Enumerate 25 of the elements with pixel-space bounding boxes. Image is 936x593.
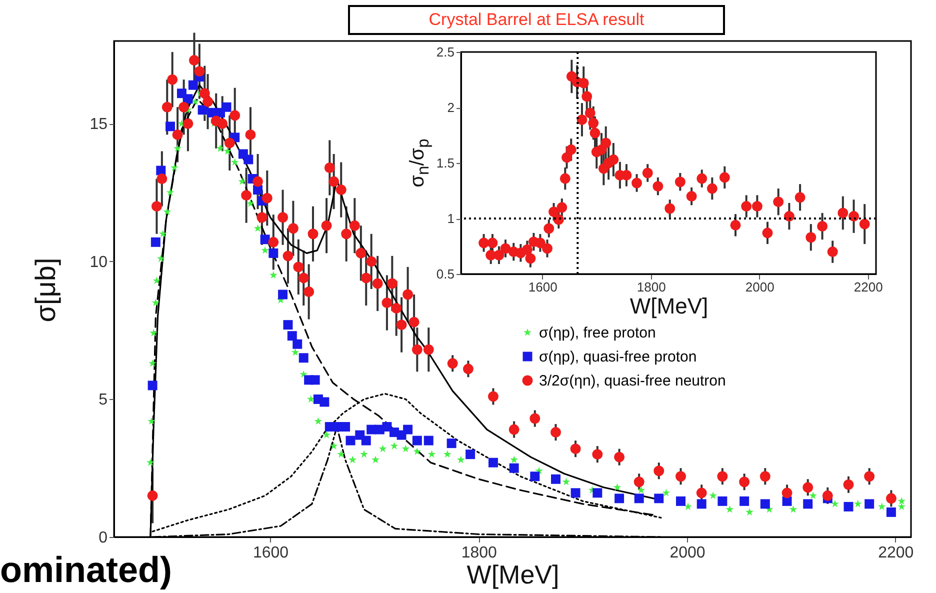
y-axis-title: σ[μb] bbox=[30, 258, 62, 322]
y-tick-label: 15 bbox=[90, 116, 108, 134]
x-tick-label: 1800 bbox=[461, 544, 498, 562]
x-axis-title: W[MeV] bbox=[630, 294, 708, 318]
y-tick-label: 0.5 bbox=[436, 266, 454, 282]
legend-label: 3/2σ(ηn), quasi-free neutron bbox=[539, 372, 726, 390]
x-tick-label: 1600 bbox=[528, 280, 558, 294]
x-tick-label: 1800 bbox=[636, 280, 666, 294]
chart-title: Crystal Barrel at ELSA result bbox=[348, 5, 725, 35]
x-tick-label: 1600 bbox=[252, 544, 289, 562]
text: ominated) bbox=[0, 549, 172, 591]
y-tick-label: 2 bbox=[447, 100, 454, 115]
x-tick-label: 2000 bbox=[745, 280, 774, 294]
legend-label: σ(ηp), free proton bbox=[539, 324, 656, 342]
y-tick-label: 1 bbox=[447, 211, 454, 226]
y-tick-label: 10 bbox=[90, 254, 108, 271]
legend-label: σ(ηp), quasi-free proton bbox=[539, 348, 697, 366]
y-tick-label: 0 bbox=[98, 530, 108, 546]
y-tick-label: 2.5 bbox=[436, 44, 454, 60]
x-tick-label: 2200 bbox=[854, 280, 883, 294]
y-tick-label: 1.5 bbox=[436, 156, 454, 170]
x-axis-title: W[MeV] bbox=[466, 560, 560, 590]
y-tick-label: 5 bbox=[98, 392, 108, 409]
x-tick-label: 2200 bbox=[878, 544, 914, 562]
x-tick-label: 2000 bbox=[670, 544, 706, 562]
